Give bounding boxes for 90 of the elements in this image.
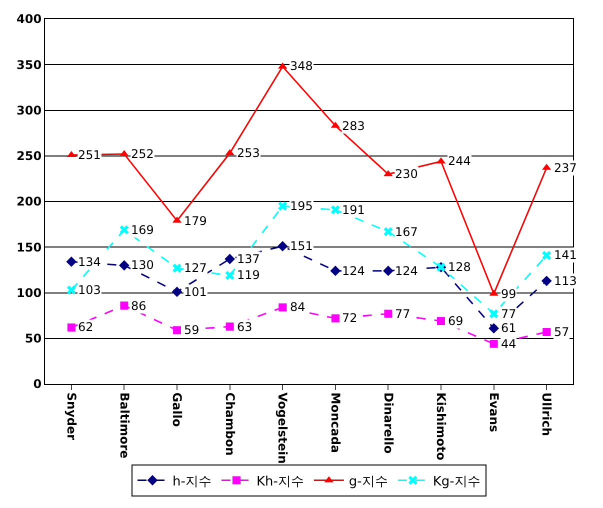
point xyxy=(66,256,77,267)
data-label: 72 xyxy=(342,311,358,325)
data-label: 134 xyxy=(78,255,101,269)
point xyxy=(541,276,552,286)
point xyxy=(120,302,128,310)
point xyxy=(173,326,181,334)
legend-label: g-지수 xyxy=(348,474,388,490)
y-tick-label: 100 xyxy=(16,286,42,300)
x-tick-label: Kishimoto xyxy=(434,392,448,460)
data-label: 151 xyxy=(290,239,313,253)
data-label: 167 xyxy=(395,225,418,239)
data-label: 44 xyxy=(501,337,516,351)
point xyxy=(278,303,287,312)
data-label: 195 xyxy=(290,199,313,213)
data-label: 84 xyxy=(290,300,306,314)
point xyxy=(224,254,235,264)
legend-label: Kg-지수 xyxy=(432,474,480,490)
point xyxy=(120,225,129,234)
point xyxy=(225,270,234,280)
data-label: 103 xyxy=(78,283,101,297)
data-label: 57 xyxy=(554,325,570,339)
data-label: 77 xyxy=(501,307,516,321)
point xyxy=(490,340,498,348)
point xyxy=(172,264,182,273)
x-tick-label: Evans xyxy=(486,392,501,432)
point xyxy=(384,227,393,236)
legend-label: Kh-지수 xyxy=(256,474,304,490)
x-tick-label: Gallo xyxy=(170,392,184,427)
x-tick-label: Ullrich xyxy=(540,392,554,436)
point xyxy=(330,205,340,214)
data-label: 59 xyxy=(184,323,200,337)
data-label: 251 xyxy=(78,148,101,162)
point xyxy=(542,328,551,336)
data-label: 63 xyxy=(237,320,252,334)
data-label: 137 xyxy=(237,252,260,266)
data-label: 61 xyxy=(501,321,516,335)
data-label: 86 xyxy=(131,299,146,313)
data-label: 99 xyxy=(501,287,516,301)
point xyxy=(172,286,182,298)
data-label: 124 xyxy=(395,264,418,278)
data-label: 62 xyxy=(78,320,94,334)
point xyxy=(66,285,76,295)
data-label: 124 xyxy=(342,264,365,278)
data-label: 101 xyxy=(184,285,207,299)
data-label: 179 xyxy=(184,214,207,228)
point xyxy=(488,323,499,334)
data-label: 141 xyxy=(554,248,577,262)
y-tick-label: 150 xyxy=(16,240,42,254)
point xyxy=(542,250,552,260)
y-tick-label: 300 xyxy=(16,103,42,118)
point xyxy=(119,260,130,271)
x-tick-label: Chambon xyxy=(222,392,237,456)
point xyxy=(489,309,498,318)
data-label: 191 xyxy=(342,203,365,217)
data-label: 348 xyxy=(290,59,313,73)
data-label: 113 xyxy=(554,274,577,288)
data-label: 283 xyxy=(342,119,365,133)
data-label: 128 xyxy=(448,260,471,274)
data-label: 244 xyxy=(448,154,471,168)
point xyxy=(383,266,394,276)
data-label: 130 xyxy=(131,258,154,272)
point xyxy=(226,322,234,331)
y-tick-label: 350 xyxy=(16,58,42,72)
data-label: 169 xyxy=(131,223,154,237)
data-label: 127 xyxy=(184,261,207,275)
data-label: 119 xyxy=(237,268,260,282)
x-tick-label: Dinarello xyxy=(381,392,396,454)
point xyxy=(331,314,340,322)
data-label: 230 xyxy=(395,167,418,181)
point xyxy=(67,323,76,332)
point xyxy=(277,241,288,252)
y-tick-label: 200 xyxy=(16,194,42,209)
x-tick-label: Vogelstein xyxy=(276,392,290,464)
x-tick-label: Baltimore xyxy=(117,392,132,458)
x-tick-label: Moncada xyxy=(328,392,342,454)
point xyxy=(330,266,341,276)
point xyxy=(384,310,392,318)
y-tick-label: 0 xyxy=(33,377,42,392)
data-label: 252 xyxy=(131,147,154,161)
data-label: 69 xyxy=(448,314,464,328)
legend-label: h-지수 xyxy=(172,474,212,490)
data-label: 253 xyxy=(237,146,260,160)
y-tick-label: 400 xyxy=(16,12,42,26)
x-tick-label: Snyder xyxy=(64,392,78,440)
y-tick-label: 250 xyxy=(16,149,42,164)
data-label: 77 xyxy=(395,307,410,321)
point xyxy=(437,317,445,326)
point xyxy=(278,202,288,211)
data-label: 237 xyxy=(554,161,577,175)
y-tick-label: 50 xyxy=(24,332,42,346)
